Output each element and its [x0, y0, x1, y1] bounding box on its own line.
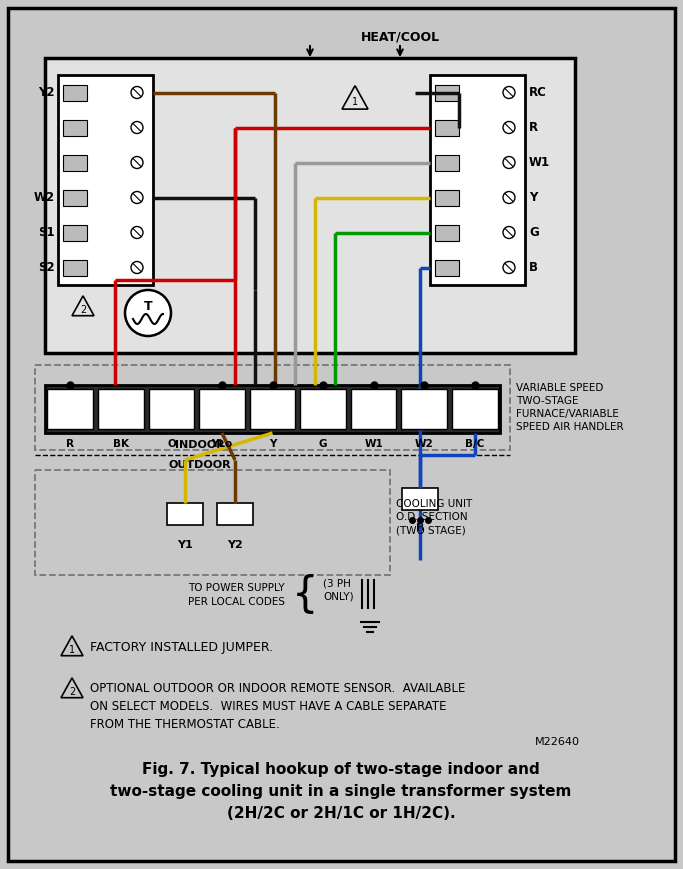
Circle shape	[131, 191, 143, 203]
Text: COOLING UNIT
O.D. SECTION
(TWO STAGE): COOLING UNIT O.D. SECTION (TWO STAGE)	[396, 499, 472, 535]
Text: Y1: Y1	[177, 540, 193, 550]
Circle shape	[503, 262, 515, 274]
Bar	[301, 389, 346, 429]
Text: G: G	[319, 439, 327, 449]
Text: Y2: Y2	[227, 540, 243, 550]
Circle shape	[503, 191, 515, 203]
Bar	[63, 260, 87, 275]
Text: W1: W1	[364, 439, 383, 449]
Bar	[63, 155, 87, 170]
Text: W2: W2	[34, 191, 55, 204]
Bar	[217, 503, 253, 525]
Bar	[435, 224, 459, 241]
Text: R: R	[66, 439, 74, 449]
Bar	[351, 389, 396, 429]
Text: HEAT/COOL: HEAT/COOL	[361, 30, 440, 43]
Circle shape	[131, 87, 143, 98]
Text: T: T	[143, 301, 152, 314]
Bar	[435, 189, 459, 205]
Text: 2: 2	[69, 687, 75, 697]
Text: W1: W1	[529, 156, 550, 169]
Text: S2: S2	[38, 261, 55, 274]
Circle shape	[131, 262, 143, 274]
Text: {: {	[292, 574, 318, 616]
Circle shape	[131, 122, 143, 134]
Bar	[452, 389, 497, 429]
Bar	[63, 120, 87, 136]
Bar	[63, 189, 87, 205]
Bar	[435, 155, 459, 170]
Circle shape	[503, 227, 515, 238]
Text: VARIABLE SPEED
TWO-STAGE
FURNACE/VARIABLE
SPEED AIR HANDLER: VARIABLE SPEED TWO-STAGE FURNACE/VARIABL…	[516, 382, 624, 432]
Text: B: B	[416, 523, 424, 533]
Text: RC: RC	[529, 86, 547, 99]
Text: B/C: B/C	[465, 439, 484, 449]
Text: (3 PH
ONLY): (3 PH ONLY)	[323, 579, 354, 601]
Text: M22640: M22640	[535, 737, 580, 747]
Circle shape	[125, 290, 171, 336]
Bar	[435, 260, 459, 275]
Bar	[149, 389, 194, 429]
Bar	[58, 75, 153, 285]
Bar	[63, 84, 87, 101]
Bar	[48, 389, 93, 429]
Text: B: B	[529, 261, 538, 274]
Bar	[250, 389, 295, 429]
Circle shape	[503, 87, 515, 98]
Text: INDOOR: INDOOR	[175, 440, 225, 450]
Bar	[98, 389, 143, 429]
Text: OUTDOOR: OUTDOOR	[169, 460, 232, 470]
Bar	[402, 488, 438, 510]
Bar	[35, 470, 390, 575]
Circle shape	[131, 156, 143, 169]
Text: S1: S1	[38, 226, 55, 239]
Bar	[199, 389, 245, 429]
Text: O: O	[167, 439, 176, 449]
Text: Y: Y	[269, 439, 276, 449]
Circle shape	[131, 227, 143, 238]
Bar	[35, 365, 510, 450]
Bar	[402, 389, 447, 429]
Circle shape	[503, 122, 515, 134]
Bar	[45, 385, 500, 433]
Text: BK: BK	[113, 439, 129, 449]
Bar	[435, 84, 459, 101]
Text: W2: W2	[415, 439, 434, 449]
Text: OPTIONAL OUTDOOR OR INDOOR REMOTE SENSOR.  AVAILABLE
ON SELECT MODELS.  WIRES MU: OPTIONAL OUTDOOR OR INDOOR REMOTE SENSOR…	[90, 682, 465, 731]
Text: Y: Y	[529, 191, 538, 204]
Text: 1: 1	[69, 645, 75, 654]
Bar	[167, 503, 203, 525]
Text: Y2: Y2	[38, 86, 55, 99]
Text: G: G	[529, 226, 539, 239]
Text: TO POWER SUPPLY
PER LOCAL CODES: TO POWER SUPPLY PER LOCAL CODES	[188, 583, 285, 607]
Text: FACTORY INSTALLED JUMPER.: FACTORY INSTALLED JUMPER.	[90, 641, 273, 654]
Circle shape	[503, 156, 515, 169]
Text: 1: 1	[352, 97, 358, 107]
Bar	[430, 75, 525, 285]
Text: YLo: YLo	[211, 439, 233, 449]
Text: R: R	[529, 121, 538, 134]
Bar	[63, 224, 87, 241]
Bar	[435, 120, 459, 136]
Text: Fig. 7. Typical hookup of two-stage indoor and
two-stage cooling unit in a singl: Fig. 7. Typical hookup of two-stage indo…	[111, 762, 572, 821]
Bar	[45, 58, 575, 353]
Text: 2: 2	[80, 305, 86, 315]
